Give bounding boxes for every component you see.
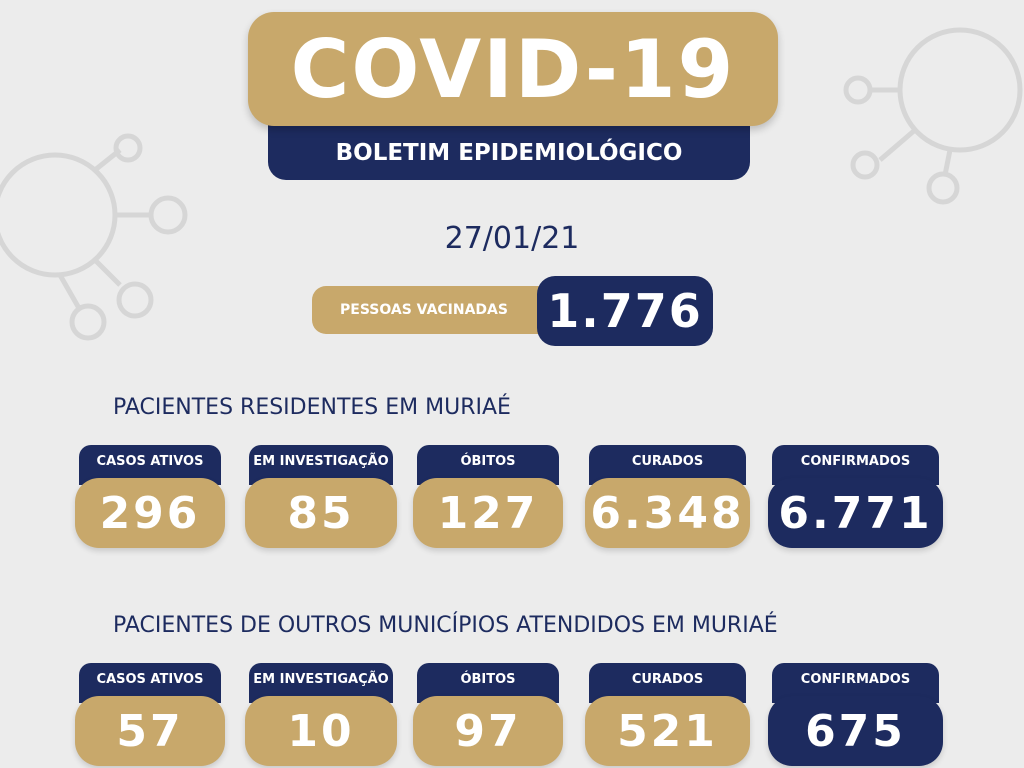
card-value: 6.348 bbox=[585, 478, 750, 548]
card-value: 296 bbox=[75, 478, 225, 548]
card-value: 521 bbox=[585, 696, 750, 766]
title: COVID-19 bbox=[248, 12, 778, 126]
card-value: 85 bbox=[245, 478, 397, 548]
card-value: 97 bbox=[413, 696, 563, 766]
vaccinated-label: PESSOAS VACINADAS bbox=[312, 286, 552, 334]
card-value: 675 bbox=[768, 696, 943, 766]
card-value: 57 bbox=[75, 696, 225, 766]
subtitle: BOLETIM EPIDEMIOLÓGICO bbox=[268, 118, 750, 180]
section-title: PACIENTES RESIDENTES EM MURIAÉ bbox=[113, 395, 511, 420]
vaccinated-value: 1.776 bbox=[537, 276, 713, 346]
card-value: 127 bbox=[413, 478, 563, 548]
card-value: 10 bbox=[245, 696, 397, 766]
date: 27/01/21 bbox=[444, 220, 580, 256]
card-value: 6.771 bbox=[768, 478, 943, 548]
section-title: PACIENTES DE OUTROS MUNICÍPIOS ATENDIDOS… bbox=[113, 613, 778, 638]
